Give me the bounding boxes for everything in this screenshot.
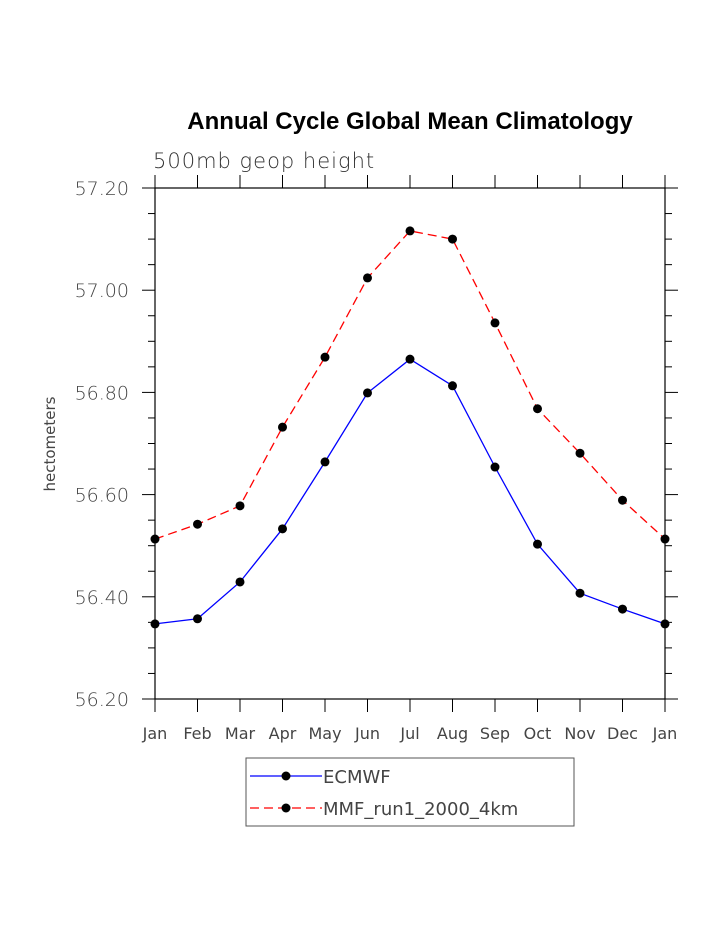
data-point xyxy=(405,354,415,364)
legend-marker xyxy=(281,771,291,781)
data-point xyxy=(618,495,627,505)
data-point xyxy=(618,604,627,614)
data-point xyxy=(150,619,160,629)
x-tick-label: Aug xyxy=(437,724,468,743)
data-point xyxy=(278,422,287,432)
y-axis-label: hectometers xyxy=(41,396,59,491)
x-tick-label: Sep xyxy=(480,724,510,743)
data-point xyxy=(490,462,500,472)
data-point xyxy=(363,273,372,283)
data-point xyxy=(235,501,245,511)
x-tick-label: Dec xyxy=(607,724,638,743)
x-tick-label: Jun xyxy=(354,724,380,743)
legend-label: MMF_run1_2000_4km xyxy=(323,799,518,820)
y-tick-label: 57.00 xyxy=(75,280,129,302)
data-point xyxy=(150,534,160,544)
plot-frame xyxy=(154,187,666,700)
legend: ECMWF MMF_run1_2000_4km xyxy=(245,757,575,827)
x-tick-label: Apr xyxy=(269,724,297,743)
x-tick-label: Jan xyxy=(652,724,678,743)
data-point xyxy=(405,226,415,236)
data-point xyxy=(575,448,585,458)
y-tick-label: 56.20 xyxy=(75,689,129,711)
data-point xyxy=(660,619,670,629)
y-tick-label: 56.60 xyxy=(75,485,129,507)
data-point xyxy=(575,588,585,598)
data-point xyxy=(490,318,500,328)
data-point xyxy=(278,524,287,534)
legend-label: ECMWF xyxy=(323,767,391,788)
data-point xyxy=(533,404,542,414)
data-point xyxy=(363,388,372,398)
data-point xyxy=(320,457,330,467)
x-tick-label: Feb xyxy=(183,724,211,743)
series-line-mmf_run1_2000_4km xyxy=(154,230,666,540)
chart-subtitle: 500mb geop height xyxy=(153,149,375,173)
series-line-ecmwf xyxy=(154,358,666,625)
data-point xyxy=(448,234,457,244)
data-point xyxy=(320,352,330,362)
y-tick-label: 56.80 xyxy=(75,382,129,404)
data-point xyxy=(235,577,245,587)
y-tick-label: 56.40 xyxy=(75,587,129,609)
data-point xyxy=(660,534,670,544)
data-point xyxy=(533,539,542,549)
x-tick-label: Nov xyxy=(564,724,595,743)
data-point xyxy=(193,519,202,529)
x-tick-label: Jan xyxy=(142,724,168,743)
x-tick-label: Oct xyxy=(524,724,552,743)
legend-box xyxy=(245,757,575,827)
x-tick-label: Mar xyxy=(225,724,256,743)
data-point xyxy=(448,381,457,391)
chart-title: Annual Cycle Global Mean Climatology xyxy=(187,108,633,135)
y-tick-label: 57.20 xyxy=(75,178,129,200)
x-tick-label: Jul xyxy=(399,724,419,743)
x-tick-label: May xyxy=(308,724,341,743)
data-point xyxy=(193,614,202,624)
legend-marker xyxy=(281,803,291,813)
